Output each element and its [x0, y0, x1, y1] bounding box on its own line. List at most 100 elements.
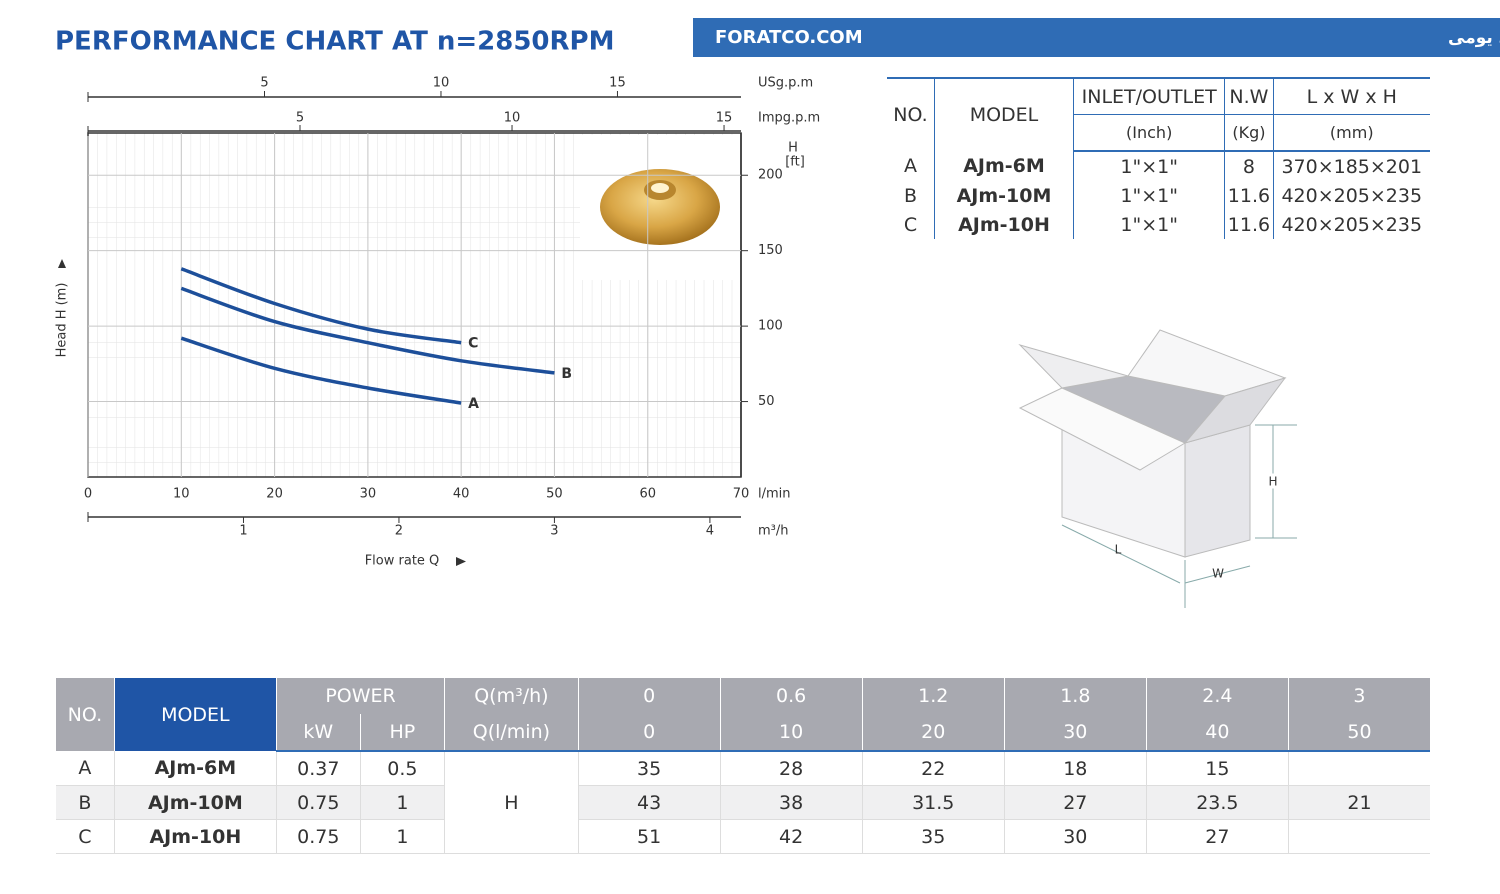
x-unit: l/min [758, 487, 791, 502]
table-cell: 27 [1003, 785, 1147, 820]
y-unit: [ft] [785, 155, 805, 170]
header-cell: MODEL [113, 678, 277, 751]
x-axis-label: Flow rate Q [365, 554, 440, 569]
table-cell [1287, 819, 1430, 854]
y-unit: H [788, 141, 798, 156]
banner [693, 18, 1500, 57]
table-cell: 420×205×235 [1272, 181, 1430, 210]
arrow [456, 557, 466, 566]
tick-label: 15 [609, 76, 626, 91]
box-dimension: H [1268, 475, 1277, 489]
table-cell: 18 [1003, 751, 1147, 786]
table-cell [1287, 751, 1430, 786]
table-cell: 11.6 [1224, 181, 1274, 210]
header-cell: 30 [1003, 714, 1147, 752]
x-tick-label: 20 [266, 487, 283, 502]
tick-label: 5 [260, 76, 268, 91]
table-cell: 370×185×201 [1272, 151, 1430, 181]
table-cell: 1 [359, 785, 445, 820]
header-cell: 40 [1145, 714, 1289, 752]
header-cell: 10 [719, 714, 863, 752]
y-tick-label: 100 [758, 319, 783, 334]
header-cell: 0 [577, 714, 721, 752]
table-cell: C [903, 213, 918, 236]
table-cell: 35 [861, 819, 1005, 854]
tick-label: 3 [550, 524, 558, 539]
curve-label: B [561, 366, 572, 382]
x-tick-label: 0 [84, 487, 92, 502]
tick-label: 15 [716, 111, 733, 126]
table-cell: 0.5 [359, 751, 445, 786]
y-tick-label: 200 [758, 168, 783, 183]
header-cell: POWER [275, 678, 445, 714]
box-illustration [1018, 329, 1297, 608]
header-cell: Q(l/min) [444, 714, 579, 752]
page-title: PERFORMANCE CHART AT n=2850RPM [55, 27, 614, 57]
header-cell: 1.2 [861, 678, 1005, 714]
table-cell: AJm-10H [934, 210, 1074, 239]
tick-label: 10 [433, 76, 450, 91]
header-cell: 3 [1287, 678, 1430, 714]
curve-label: A [468, 396, 479, 412]
table-cell: 42 [719, 819, 863, 854]
table-cell: AJm-6M [113, 751, 277, 786]
x-tick-label: 50 [546, 487, 563, 502]
header-cell: N.W [1224, 78, 1274, 115]
x-tick-label: 10 [173, 487, 190, 502]
spec-table: NO. MODEL INLET/OUTLET N.W L x W x H (Inch) (K… [887, 77, 1430, 239]
table-cell: 21 [1287, 785, 1430, 820]
curve-label: C [468, 336, 478, 352]
tick-label: 5 [296, 111, 304, 126]
unit-cell: (Inch) [1072, 114, 1225, 152]
axis-unit: USg.p.m [758, 76, 813, 91]
header-cell: NO. [56, 678, 115, 751]
header-cell: Q(m³/h) [444, 678, 579, 714]
tick-label: 1 [239, 524, 247, 539]
x-tick-label: 30 [360, 487, 377, 502]
header-cell: HP [359, 714, 445, 752]
table-cell: 1"×1" [1072, 210, 1225, 239]
y-tick-label: 50 [758, 394, 775, 409]
y-axis-label: Head H (m) [55, 283, 70, 358]
header-cell: kW [275, 714, 361, 752]
header-cell: INLET/OUTLET [1072, 78, 1225, 115]
x-tick-label: 60 [639, 487, 656, 502]
table-cell: 28 [719, 751, 863, 786]
unit-cell: (mm) [1272, 114, 1430, 152]
box-dimension: W [1212, 567, 1224, 581]
table-cell: 8 [1224, 151, 1274, 181]
table-cell: 22 [861, 751, 1005, 786]
table-cell: 420×205×235 [1272, 210, 1430, 239]
table-cell: A [56, 751, 115, 786]
header-cell: 50 [1287, 714, 1430, 752]
x-tick-label: 40 [453, 487, 470, 502]
table-cell: 0.37 [275, 751, 361, 786]
table-cell: 0.75 [275, 785, 361, 820]
table-cell: 1"×1" [1072, 151, 1225, 181]
tick-label: 4 [706, 524, 714, 539]
table-cell: AJm-10M [113, 785, 277, 820]
table-cell: 1"×1" [1072, 181, 1225, 210]
table-cell: C [56, 819, 115, 854]
table-cell: AJm-10M [934, 181, 1074, 210]
table-cell: B [56, 785, 115, 820]
table-cell: 43 [577, 785, 721, 820]
unit-cell: (Kg) [1224, 114, 1274, 152]
table-cell: 15 [1145, 751, 1289, 786]
table-cell: 23.5 [1145, 785, 1289, 820]
header-cell: 0.6 [719, 678, 863, 714]
impeller [600, 169, 720, 245]
impeller-bore [651, 183, 669, 193]
table-cell: H [444, 751, 579, 854]
performance-table: NO. MODEL POWER Q(m³/h) 0 0.6 1.2 1.8 2.4 3 kW HP Q(… [56, 678, 1430, 854]
table-cell: 11.6 [1224, 210, 1274, 239]
header-cell: MODEL [934, 78, 1074, 151]
header-cell: 2.4 [1145, 678, 1289, 714]
curve [180, 267, 462, 345]
box-dimension: H [1268, 475, 1277, 489]
axis-unit: Impg.p.m [758, 111, 820, 126]
table-cell: B [903, 184, 918, 207]
site-name: FORATCO.COM [715, 27, 863, 48]
table-cell: 30 [1003, 819, 1147, 854]
